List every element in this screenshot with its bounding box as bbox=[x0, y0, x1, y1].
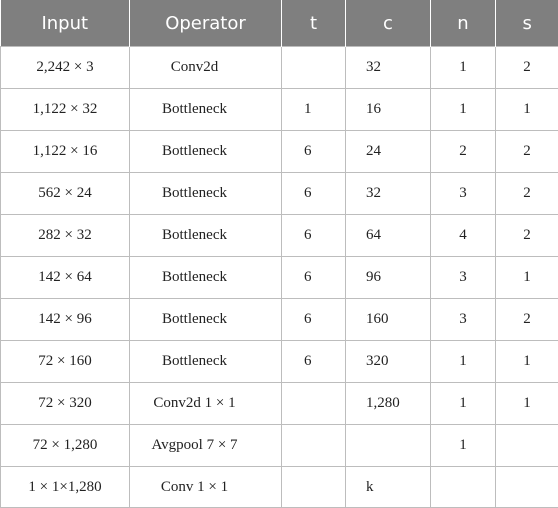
cell-s: 2 bbox=[496, 299, 558, 341]
cell-operator: Bottleneck bbox=[130, 173, 282, 215]
cell-s: 1 bbox=[496, 341, 558, 383]
cell-n: 3 bbox=[431, 299, 496, 341]
cell-n: 1 bbox=[431, 89, 496, 131]
cell-input: 282 × 32 bbox=[1, 215, 130, 257]
cell-s: 1 bbox=[496, 257, 558, 299]
table-row: 72 × 320 Conv2d 1 × 1 1,280 1 1 bbox=[1, 383, 558, 425]
header-c: c bbox=[346, 0, 431, 47]
cell-t: 6 bbox=[282, 341, 346, 383]
table-header: Input Operator t c n s bbox=[1, 0, 558, 47]
cell-t: 6 bbox=[282, 257, 346, 299]
cell-n: 4 bbox=[431, 215, 496, 257]
cell-t: 6 bbox=[282, 173, 346, 215]
cell-input: 142 × 96 bbox=[1, 299, 130, 341]
cell-operator: Bottleneck bbox=[130, 89, 282, 131]
cell-input: 1,122 × 32 bbox=[1, 89, 130, 131]
cell-c: 160 bbox=[346, 299, 431, 341]
header-input: Input bbox=[1, 0, 130, 47]
cell-input: 562 × 24 bbox=[1, 173, 130, 215]
cell-t bbox=[282, 425, 346, 467]
cell-n: 2 bbox=[431, 131, 496, 173]
header-t: t bbox=[282, 0, 346, 47]
table-row: 282 × 32 Bottleneck 6 64 4 2 bbox=[1, 215, 558, 257]
cell-n: 1 bbox=[431, 383, 496, 425]
cell-operator: Avgpool 7 × 7 bbox=[130, 425, 282, 467]
cell-operator: Bottleneck bbox=[130, 215, 282, 257]
table-row: 72 × 160 Bottleneck 6 320 1 1 bbox=[1, 341, 558, 383]
table-row: 142 × 96 Bottleneck 6 160 3 2 bbox=[1, 299, 558, 341]
cell-input: 1,122 × 16 bbox=[1, 131, 130, 173]
cell-s: 2 bbox=[496, 173, 558, 215]
table-row: 2,242 × 3 Conv2d 32 1 2 bbox=[1, 47, 558, 89]
table-row: 72 × 1,280 Avgpool 7 × 7 1 bbox=[1, 425, 558, 467]
cell-operator: Conv2d 1 × 1 bbox=[130, 383, 282, 425]
cell-n: 3 bbox=[431, 173, 496, 215]
cell-c: 64 bbox=[346, 215, 431, 257]
cell-s: 2 bbox=[496, 47, 558, 89]
cell-c: 24 bbox=[346, 131, 431, 173]
table-body: 2,242 × 3 Conv2d 32 1 2 1,122 × 32 Bottl… bbox=[1, 47, 558, 508]
cell-n: 1 bbox=[431, 341, 496, 383]
cell-operator: Bottleneck bbox=[130, 131, 282, 173]
cell-c: 96 bbox=[346, 257, 431, 299]
cell-s: 1 bbox=[496, 383, 558, 425]
cell-input: 72 × 1,280 bbox=[1, 425, 130, 467]
cell-c: 16 bbox=[346, 89, 431, 131]
cell-input: 142 × 64 bbox=[1, 257, 130, 299]
cell-input: 2,242 × 3 bbox=[1, 47, 130, 89]
cell-input: 72 × 160 bbox=[1, 341, 130, 383]
cell-n: 3 bbox=[431, 257, 496, 299]
table-row: 1,122 × 32 Bottleneck 1 16 1 1 bbox=[1, 89, 558, 131]
cell-input: 72 × 320 bbox=[1, 383, 130, 425]
cell-t: 6 bbox=[282, 131, 346, 173]
cell-s: 2 bbox=[496, 215, 558, 257]
cell-t bbox=[282, 383, 346, 425]
cell-operator: Bottleneck bbox=[130, 257, 282, 299]
table-row: 142 × 64 Bottleneck 6 96 3 1 bbox=[1, 257, 558, 299]
cell-s: 1 bbox=[496, 89, 558, 131]
cell-c: 320 bbox=[346, 341, 431, 383]
header-n: n bbox=[431, 0, 496, 47]
table-row: 1,122 × 16 Bottleneck 6 24 2 2 bbox=[1, 131, 558, 173]
cell-c: 32 bbox=[346, 47, 431, 89]
cell-t: 6 bbox=[282, 299, 346, 341]
cell-n: 1 bbox=[431, 47, 496, 89]
cell-t bbox=[282, 47, 346, 89]
header-s: s bbox=[496, 0, 558, 47]
table-row: 562 × 24 Bottleneck 6 32 3 2 bbox=[1, 173, 558, 215]
cell-c: 1,280 bbox=[346, 383, 431, 425]
cell-t: 6 bbox=[282, 215, 346, 257]
header-row: Input Operator t c n s bbox=[1, 0, 558, 47]
cell-operator: Conv2d bbox=[130, 47, 282, 89]
cell-c bbox=[346, 425, 431, 467]
header-operator: Operator bbox=[130, 0, 282, 47]
cell-s: 2 bbox=[496, 131, 558, 173]
cell-operator: Bottleneck bbox=[130, 299, 282, 341]
cell-operator: Bottleneck bbox=[130, 341, 282, 383]
cell-s bbox=[496, 425, 558, 467]
cell-c: 32 bbox=[346, 173, 431, 215]
cell-n: 1 bbox=[431, 425, 496, 467]
cell-t: 1 bbox=[282, 89, 346, 131]
